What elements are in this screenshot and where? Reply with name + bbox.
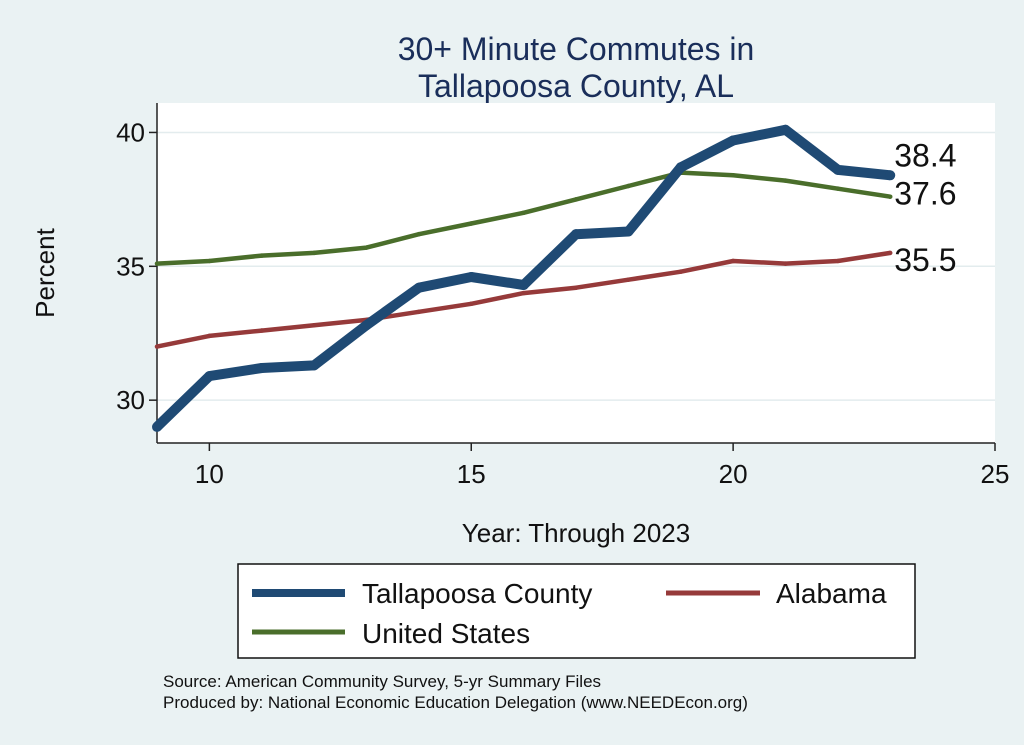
y-tick-label: 30 — [116, 385, 145, 415]
data-point-alabama — [521, 290, 526, 296]
legend-label-alabama: Alabama — [776, 578, 887, 609]
data-point-united-states — [416, 231, 422, 237]
data-point-alabama — [207, 333, 212, 339]
data-point-united-states — [207, 258, 212, 264]
data-point-tallapoosa-county — [309, 360, 320, 371]
x-axis-label: Year: Through 2023 — [462, 518, 690, 548]
data-point-alabama — [888, 250, 893, 256]
x-tick-label: 20 — [719, 459, 748, 489]
data-point-alabama — [259, 328, 264, 333]
data-point-alabama — [835, 258, 841, 264]
plot-area — [157, 103, 995, 443]
data-point-tallapoosa-county — [204, 371, 215, 382]
legend-box — [237, 563, 916, 659]
data-point-united-states — [311, 250, 317, 256]
end-value-label-tallapoosa-county: 38.4 — [894, 137, 956, 173]
data-point-tallapoosa-county — [780, 124, 791, 135]
data-point-tallapoosa-county — [728, 135, 739, 146]
x-tick-label: 25 — [981, 459, 1010, 489]
chart-title-line-2: Tallapoosa County, AL — [418, 68, 734, 104]
data-point-tallapoosa-county — [885, 170, 896, 181]
source-note: Source: American Community Survey, 5-yr … — [163, 672, 601, 691]
legend-label-tallapoosa: Tallapoosa County — [362, 578, 592, 609]
data-point-united-states — [154, 261, 160, 266]
data-point-tallapoosa-county — [623, 226, 634, 237]
x-tick-label: 15 — [457, 459, 486, 489]
data-point-alabama — [730, 258, 736, 264]
data-point-alabama — [311, 322, 317, 328]
data-point-alabama — [783, 261, 788, 266]
y-tick-label: 40 — [116, 117, 145, 147]
data-point-tallapoosa-county — [571, 229, 581, 240]
data-point-united-states — [573, 197, 579, 202]
data-point-alabama — [416, 309, 422, 315]
producer-note: Produced by: National Economic Education… — [163, 693, 748, 712]
data-point-tallapoosa-county — [675, 162, 686, 173]
data-point-tallapoosa-county — [361, 320, 372, 331]
data-point-tallapoosa-county — [518, 280, 529, 291]
data-point-alabama — [573, 285, 579, 290]
data-point-united-states — [364, 245, 369, 250]
data-point-tallapoosa-county — [832, 164, 843, 175]
data-point-united-states — [783, 178, 788, 183]
data-point-alabama — [626, 277, 631, 282]
data-point-united-states — [626, 183, 631, 189]
data-point-tallapoosa-county — [466, 272, 477, 283]
data-point-tallapoosa-county — [413, 282, 424, 293]
data-point-alabama — [154, 344, 160, 349]
end-value-label-united-states: 37.6 — [894, 176, 956, 212]
data-point-united-states — [521, 210, 526, 216]
data-point-tallapoosa-county — [152, 421, 162, 432]
data-point-alabama — [469, 301, 474, 307]
legend-label-united-states: United States — [362, 618, 530, 649]
data-point-united-states — [835, 186, 841, 191]
data-point-united-states — [730, 173, 736, 178]
data-point-united-states — [469, 221, 474, 226]
series-lines — [152, 124, 896, 432]
data-point-united-states — [888, 194, 893, 199]
end-value-label-alabama: 35.5 — [894, 242, 956, 278]
x-tick-label: 10 — [195, 459, 224, 489]
data-point-alabama — [678, 269, 683, 274]
data-point-united-states — [259, 253, 264, 258]
chart-title-line-1: 30+ Minute Commutes in — [398, 31, 755, 67]
grid-lines — [157, 131, 995, 401]
data-point-tallapoosa-county — [256, 363, 267, 374]
y-axis-label: Percent — [30, 227, 60, 317]
axis-ticks: 30 35 40 10 15 20 25 — [116, 117, 1009, 489]
end-labels: 38.4 35.5 37.6 — [894, 137, 956, 278]
y-tick-label: 35 — [116, 251, 145, 281]
